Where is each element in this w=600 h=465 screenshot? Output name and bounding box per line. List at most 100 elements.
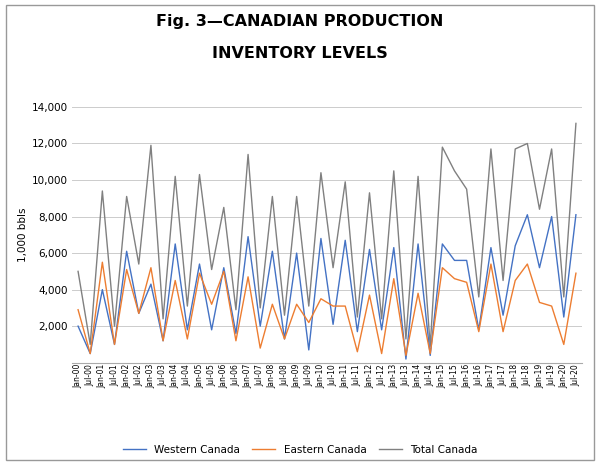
Western Canada xyxy=(475,327,482,332)
Western Canada xyxy=(184,327,191,332)
Eastern Canada xyxy=(512,278,519,283)
Total Canada xyxy=(439,144,446,150)
Eastern Canada xyxy=(257,345,264,351)
Eastern Canada xyxy=(378,351,385,356)
Eastern Canada xyxy=(427,351,434,356)
Total Canada xyxy=(354,314,361,320)
Eastern Canada xyxy=(196,270,203,276)
Western Canada xyxy=(378,327,385,332)
Eastern Canada xyxy=(111,342,118,347)
Eastern Canada xyxy=(74,307,82,312)
Eastern Canada xyxy=(463,279,470,285)
Total Canada xyxy=(524,141,531,146)
Western Canada xyxy=(560,314,568,320)
Western Canada xyxy=(512,243,519,249)
Western Canada xyxy=(487,245,494,250)
Total Canada xyxy=(548,146,555,152)
Western Canada xyxy=(329,322,337,327)
Total Canada xyxy=(220,205,227,210)
Eastern Canada xyxy=(232,338,239,344)
Eastern Canada xyxy=(135,311,142,316)
Total Canada xyxy=(160,316,167,322)
Eastern Canada xyxy=(148,265,155,271)
Eastern Canada xyxy=(184,336,191,342)
Eastern Canada xyxy=(293,301,300,307)
Eastern Canada xyxy=(329,303,337,309)
Eastern Canada xyxy=(499,329,506,334)
Eastern Canada xyxy=(439,265,446,271)
Western Canada xyxy=(463,258,470,263)
Eastern Canada xyxy=(172,278,179,283)
Western Canada xyxy=(99,287,106,292)
Total Canada xyxy=(317,170,325,175)
Total Canada xyxy=(390,168,397,173)
Western Canada xyxy=(111,342,118,347)
Total Canada xyxy=(148,142,155,148)
Western Canada xyxy=(74,323,82,329)
Total Canada xyxy=(99,188,106,194)
Y-axis label: 1,000 bbls: 1,000 bbls xyxy=(17,207,28,262)
Total Canada xyxy=(560,294,568,300)
Western Canada xyxy=(208,327,215,332)
Western Canada xyxy=(86,351,94,356)
Line: Eastern Canada: Eastern Canada xyxy=(78,262,576,355)
Eastern Canada xyxy=(160,338,167,344)
Western Canada xyxy=(293,250,300,256)
Eastern Canada xyxy=(524,261,531,267)
Eastern Canada xyxy=(305,320,313,325)
Western Canada xyxy=(196,261,203,267)
Western Canada xyxy=(257,323,264,329)
Western Canada xyxy=(451,258,458,263)
Eastern Canada xyxy=(123,267,130,272)
Eastern Canada xyxy=(317,296,325,301)
Eastern Canada xyxy=(341,303,349,309)
Western Canada xyxy=(390,245,397,250)
Eastern Canada xyxy=(475,329,482,334)
Western Canada xyxy=(123,248,130,254)
Eastern Canada xyxy=(560,342,568,347)
Total Canada xyxy=(135,261,142,267)
Total Canada xyxy=(536,206,543,212)
Western Canada xyxy=(317,236,325,241)
Total Canada xyxy=(572,120,580,126)
Eastern Canada xyxy=(403,352,410,358)
Eastern Canada xyxy=(99,259,106,265)
Eastern Canada xyxy=(572,270,580,276)
Total Canada xyxy=(208,267,215,272)
Western Canada xyxy=(439,241,446,247)
Total Canada xyxy=(329,265,337,271)
Western Canada xyxy=(160,338,167,344)
Total Canada xyxy=(415,173,422,179)
Western Canada xyxy=(572,212,580,218)
Total Canada xyxy=(487,146,494,152)
Total Canada xyxy=(111,323,118,329)
Total Canada xyxy=(184,303,191,309)
Legend: Western Canada, Eastern Canada, Total Canada: Western Canada, Eastern Canada, Total Ca… xyxy=(122,445,478,455)
Total Canada xyxy=(172,173,179,179)
Total Canada xyxy=(427,344,434,349)
Total Canada xyxy=(123,194,130,199)
Eastern Canada xyxy=(244,274,251,279)
Total Canada xyxy=(232,307,239,312)
Line: Total Canada: Total Canada xyxy=(78,123,576,346)
Eastern Canada xyxy=(390,276,397,281)
Eastern Canada xyxy=(366,292,373,298)
Total Canada xyxy=(196,172,203,177)
Total Canada xyxy=(244,152,251,157)
Total Canada xyxy=(512,146,519,152)
Total Canada xyxy=(499,278,506,283)
Total Canada xyxy=(305,303,313,309)
Western Canada xyxy=(403,356,410,362)
Western Canada xyxy=(220,265,227,271)
Western Canada xyxy=(172,241,179,247)
Western Canada xyxy=(366,246,373,252)
Western Canada xyxy=(281,336,288,342)
Western Canada xyxy=(524,212,531,218)
Eastern Canada xyxy=(415,291,422,296)
Total Canada xyxy=(86,342,94,347)
Line: Western Canada: Western Canada xyxy=(78,215,576,359)
Text: INVENTORY LEVELS: INVENTORY LEVELS xyxy=(212,46,388,61)
Total Canada xyxy=(475,294,482,300)
Total Canada xyxy=(269,194,276,199)
Western Canada xyxy=(148,281,155,287)
